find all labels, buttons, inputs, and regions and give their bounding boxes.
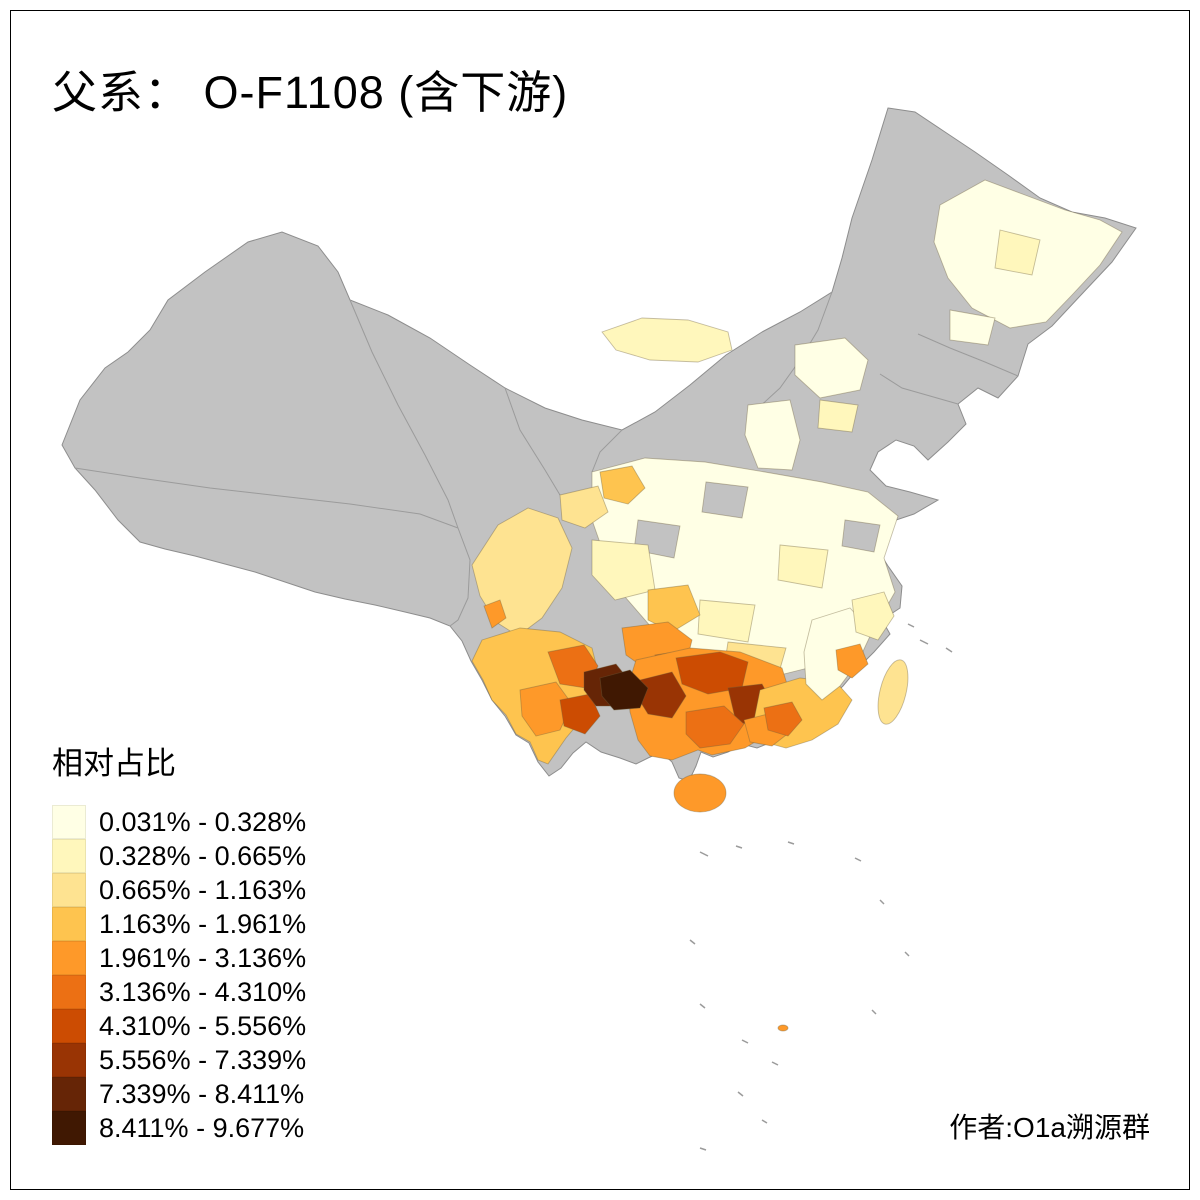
island-mark: [919, 639, 929, 645]
region-sichuan-basin: [591, 539, 656, 601]
legend-item: 7.339% - 8.411%: [52, 1077, 306, 1111]
region-guangxi-south: [685, 705, 745, 749]
island-mark: [699, 1003, 706, 1009]
region-inner-mongolia: [601, 317, 733, 363]
province-border-line: [449, 527, 471, 627]
legend-swatch: [52, 907, 86, 941]
island-mark: [737, 1091, 744, 1097]
legend-label: 0.328% - 0.665%: [99, 841, 307, 871]
legend-label: 1.961% - 3.136%: [99, 943, 307, 973]
legend-label: 4.310% - 5.556%: [99, 1011, 307, 1041]
legend-swatch: [52, 805, 86, 839]
island-mark: [945, 647, 953, 653]
region-heilongjiang-inner: [994, 229, 1041, 276]
legend-swatch: [52, 1043, 86, 1077]
island-mark: [699, 851, 709, 857]
region-south-gansu: [559, 485, 609, 529]
island-mark: [904, 951, 910, 957]
legend-item: 1.961% - 3.136%: [52, 941, 306, 975]
legend-label: 3.136% - 4.310%: [99, 977, 307, 1007]
region-taiwan: [877, 659, 909, 725]
province-border-line: [504, 387, 561, 496]
island-mark: [741, 1039, 749, 1044]
region-south-sea-islet: [777, 1024, 789, 1032]
legend-item: 8.411% - 9.677%: [52, 1111, 306, 1145]
province-border-line: [917, 333, 1019, 377]
region-yunnan-central: [519, 681, 573, 737]
region-wenshan-darkest: [599, 669, 649, 711]
province-border-line: [74, 467, 459, 529]
author-credit: 作者:O1a溯源群: [949, 1112, 1150, 1143]
sea-island-marks: [689, 623, 953, 1151]
legend-item: 5.556% - 7.339%: [52, 1043, 306, 1077]
province-border-line: [349, 299, 459, 529]
legend-swatch: [52, 941, 86, 975]
island-mark: [787, 841, 795, 845]
legend-item: 0.031% - 0.328%: [52, 805, 306, 839]
region-nodata-hole: [701, 481, 749, 519]
legend-item: 0.328% - 0.665%: [52, 839, 306, 873]
legend-label: 0.031% - 0.328%: [99, 807, 307, 837]
island-mark: [871, 1009, 877, 1015]
region-lanzhou: [599, 465, 646, 505]
legend-swatch: [52, 873, 86, 907]
legend-label: 8.411% - 9.677%: [99, 1113, 305, 1143]
region-beijing-area: [817, 399, 859, 433]
region-yunnan-south: [559, 693, 601, 735]
province-border-line: [879, 373, 959, 405]
legend-swatch: [52, 839, 86, 873]
island-mark: [735, 845, 743, 849]
legend-label: 5.556% - 7.339%: [99, 1045, 307, 1075]
legend-swatch: [52, 1009, 86, 1043]
region-nodata-hole: [841, 519, 881, 553]
island-mark: [879, 899, 885, 905]
legend-title: 相对占比: [52, 746, 176, 781]
region-north-hebei: [794, 337, 869, 399]
legend-label: 0.665% - 1.163%: [99, 875, 307, 905]
region-guangdong-mid: [763, 701, 803, 737]
region-hubei: [777, 544, 829, 589]
island-mark: [699, 1147, 707, 1151]
legend-swatch: [52, 1077, 86, 1111]
legend-swatch: [52, 1111, 86, 1145]
island-mark: [907, 623, 915, 628]
legend-label: 1.163% - 1.961%: [99, 909, 307, 939]
region-jilin: [949, 309, 996, 346]
island-mark: [761, 1119, 768, 1124]
island-mark: [689, 939, 696, 945]
island-mark: [854, 857, 862, 862]
region-fujian-coast: [835, 643, 869, 679]
legend-item: 1.163% - 1.961%: [52, 907, 306, 941]
legend-item: 4.310% - 5.556%: [52, 1009, 306, 1043]
region-chongqing: [647, 584, 701, 633]
legend-item: 0.665% - 1.163%: [52, 873, 306, 907]
region-zhejiang: [851, 591, 895, 641]
legend: 相对占比 0.031% - 0.328% 0.328% - 0.665% 0.6…: [52, 738, 306, 1145]
legend-label: 7.339% - 8.411%: [99, 1079, 305, 1109]
province-border-line: [591, 429, 623, 473]
legend-swatch: [52, 975, 86, 1009]
legend-item: 3.136% - 4.310%: [52, 975, 306, 1009]
island-mark: [771, 1061, 779, 1066]
region-nw-yunnan: [483, 599, 507, 629]
choropleth-regions: [471, 179, 1123, 1032]
region-hunan-north: [697, 599, 756, 643]
region-hainan: [673, 773, 727, 813]
region-shanxi: [744, 399, 801, 471]
page-title: 父系： O-F1108 (含下游): [52, 67, 569, 118]
